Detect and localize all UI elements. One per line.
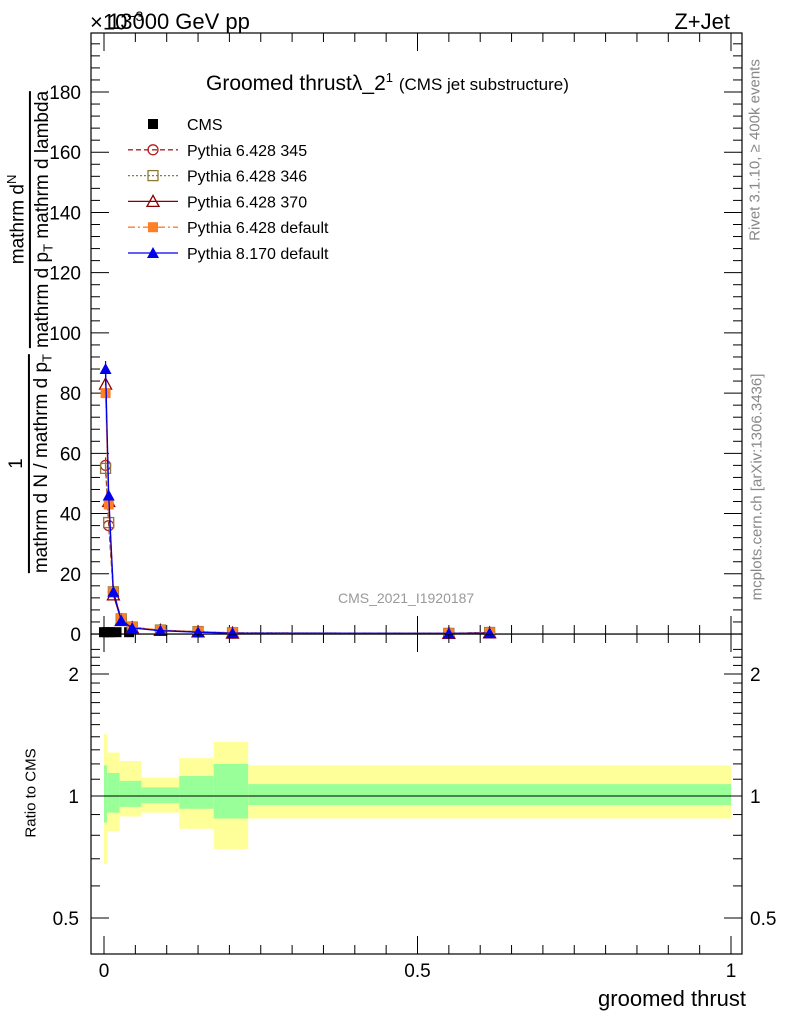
- main-plot: 0 20 40 60 80 100 120 140 160 180 CMS Pythia 6.428…: [49, 32, 743, 646]
- data-point: [102, 489, 115, 501]
- series-1: [99, 457, 496, 640]
- y-tick-label: 80: [60, 384, 81, 405]
- legend-marker: [147, 144, 159, 156]
- x-tick-label: 0.5: [404, 961, 430, 982]
- legend-label: Pythia 6.428 346: [187, 169, 307, 186]
- data-point: [103, 516, 115, 529]
- legend: CMS Pythia 6.428 345 Pythia 6.428 346 Pythi…: [128, 117, 329, 263]
- series-2: [99, 460, 496, 640]
- data-point: [442, 627, 455, 639]
- data-point: [483, 627, 496, 639]
- exponent-label: ×10−3: [90, 8, 143, 35]
- uncertainty-band-green: [119, 780, 142, 807]
- series-5: [99, 361, 496, 639]
- series-4: [100, 385, 495, 639]
- analysis-id: CMS_2021_I1920187: [338, 590, 475, 606]
- plot-title: Groomed thrustλ_21 (CMS jet substructure…: [206, 70, 569, 96]
- exponent-power: −3: [127, 8, 144, 24]
- plot-title-lambda: λ_2: [351, 72, 386, 95]
- data-point: [105, 627, 116, 638]
- uncertainty-band-green: [213, 763, 249, 819]
- y-tick-label: 180: [49, 83, 81, 104]
- series-line: [104, 393, 490, 635]
- y-tick-label: 160: [49, 143, 81, 164]
- y-tick-label: 20: [60, 565, 81, 586]
- legend-marker: [147, 247, 159, 258]
- data-point: [99, 462, 112, 475]
- uncertainty-band-green: [179, 776, 214, 809]
- legend-marker: [147, 169, 159, 182]
- legend-marker: [148, 119, 158, 129]
- uncertainty-band-green: [248, 784, 731, 806]
- energy-label: 13000 GeV pp: [108, 9, 250, 34]
- ratio-y-tick-label: 1: [68, 787, 79, 808]
- x-tick-label: 0: [99, 961, 110, 982]
- y-tick-label: 0: [70, 625, 81, 646]
- y-tick-label: 140: [49, 203, 81, 224]
- data-point: [154, 624, 167, 636]
- uncertainty-band-green: [104, 765, 108, 823]
- x-tick-label: 1: [726, 961, 737, 982]
- ratio-y-tick-label: 0.5: [53, 909, 79, 930]
- ratio-frame: [90, 634, 743, 955]
- series-3: [98, 376, 497, 640]
- ratio-y-tick-label-right: 2: [750, 665, 761, 686]
- legend-label: Pythia 6.428 370: [187, 194, 307, 211]
- series-line: [104, 384, 490, 635]
- series-line: [104, 369, 490, 635]
- data-point: [99, 363, 112, 375]
- uncertainty-band-green: [107, 772, 120, 813]
- data-point: [107, 585, 120, 597]
- data-point: [115, 614, 128, 626]
- y-tick-label: 120: [49, 264, 81, 285]
- y-tick-label: 60: [60, 444, 81, 465]
- plot-title-suffix: (CMS jet substructure): [398, 75, 569, 94]
- legend-label: Pythia 6.428 default: [187, 220, 329, 237]
- ratio-y-tick-label: 2: [68, 665, 79, 686]
- ratio-plot: 0.5 0.5 1 1 2 2 0 0.5 1: [53, 634, 776, 982]
- exponent-mult: ×10: [90, 9, 128, 35]
- data-point: [126, 621, 139, 633]
- legend-marker: [145, 194, 161, 208]
- legend-label: Pythia 6.428 345: [187, 143, 307, 160]
- x-axis-label: groomed thrust: [598, 986, 746, 1011]
- series-line: [104, 465, 490, 635]
- ratio-y-tick-label-right: 0.5: [750, 909, 776, 930]
- ratio-y-tick-label-right: 1: [750, 787, 761, 808]
- legend-label: CMS: [187, 117, 223, 134]
- data-point: [111, 627, 122, 638]
- process-label: Z+Jet: [674, 9, 730, 34]
- y-tick-label: 40: [60, 505, 81, 526]
- plot-title-superscript: 1: [385, 70, 393, 85]
- uncertainty-band-green: [141, 787, 180, 804]
- legend-label: Pythia 8.170 default: [187, 246, 329, 263]
- plot-title-main: Groomed thrust: [206, 72, 352, 95]
- y-tick-label: 100: [49, 324, 81, 345]
- legend-marker: [148, 222, 158, 233]
- series-line: [104, 468, 490, 635]
